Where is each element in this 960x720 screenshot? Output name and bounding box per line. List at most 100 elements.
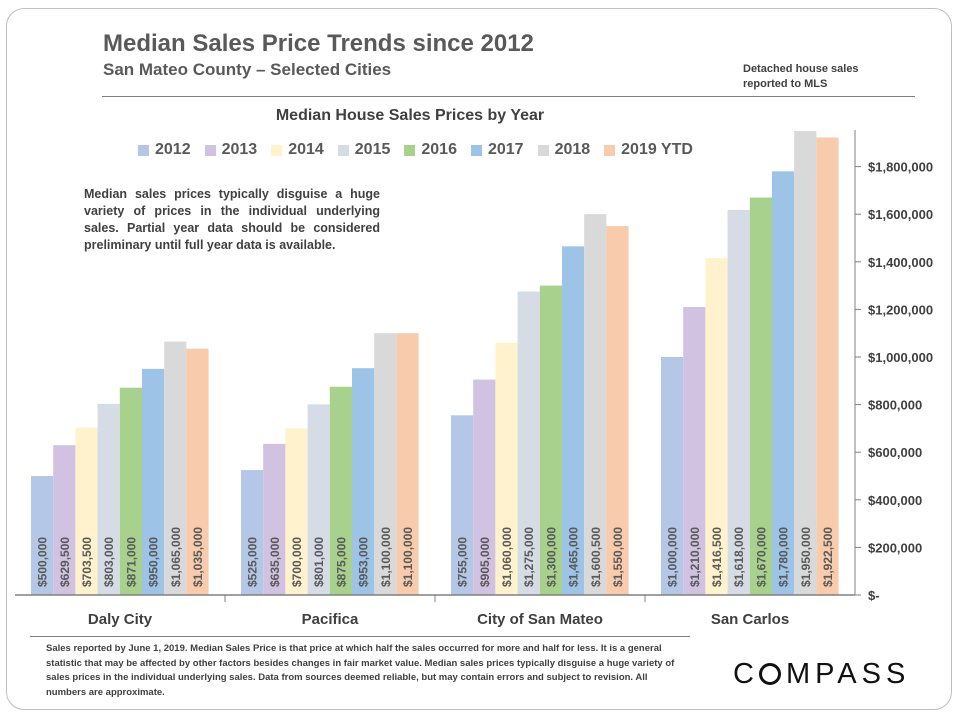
legend-label: 2017	[487, 141, 524, 158]
legend-swatch	[470, 144, 482, 156]
legend-label: 2016	[421, 141, 457, 158]
category-label: City of San Mateo	[477, 611, 603, 628]
data-label: $1,550,000	[611, 527, 625, 587]
data-label: $950,000	[147, 537, 161, 587]
legend-item: 2017	[470, 141, 524, 159]
data-label: $1,670,000	[754, 527, 768, 587]
legend-label: 2012	[155, 141, 191, 158]
category-label: San Carlos	[711, 611, 789, 628]
legend-swatch	[337, 144, 349, 156]
legend-swatch	[271, 144, 283, 156]
chart-title: Median House Sales Prices by Year	[275, 107, 545, 124]
bar	[142, 368, 165, 595]
data-label: $1,600,500	[589, 527, 603, 587]
data-label: $1,416,500	[710, 527, 724, 587]
data-label: $871,000	[124, 537, 138, 587]
compass-logo: C MPASS	[733, 658, 911, 690]
bar	[352, 368, 375, 595]
y-tick-label: $1,400,000	[868, 255, 933, 270]
data-label: $1,618,000	[732, 527, 746, 587]
legend-swatch	[604, 144, 616, 156]
y-tick-label: $800,000	[868, 398, 922, 413]
footer-divider	[30, 636, 690, 637]
page-title: Median Sales Price Trends since 2012	[103, 30, 534, 57]
legend-item: 2019 YTD	[604, 141, 693, 159]
category-label: Pacifica	[302, 611, 359, 628]
bar	[517, 291, 540, 595]
data-label: $1,275,000	[522, 527, 536, 587]
bar	[75, 427, 98, 595]
data-label: $525,000	[246, 537, 260, 587]
data-label: $875,000	[334, 537, 348, 587]
data-label: $1,465,000	[567, 527, 581, 587]
legend-swatch	[537, 144, 549, 156]
bar	[285, 428, 308, 595]
data-label: $1,950,000	[799, 527, 813, 587]
bar	[186, 348, 209, 595]
data-label: $953,000	[357, 537, 371, 587]
footer-disclaimer: Sales reported by June 1, 2019. Median S…	[46, 643, 675, 698]
bar	[164, 341, 187, 595]
bar	[263, 443, 286, 595]
data-label: $1,065,000	[169, 527, 183, 587]
bar	[661, 357, 684, 595]
legend-item: 2018	[537, 141, 590, 159]
bar	[705, 257, 728, 595]
y-tick-label: $-	[868, 588, 880, 603]
data-label: $1,100,000	[401, 527, 415, 587]
bar	[241, 470, 264, 595]
data-label: $1,210,000	[688, 527, 702, 587]
data-label: $1,300,000	[544, 527, 558, 587]
page-subtitle: San Mateo County – Selected Cities	[103, 60, 392, 79]
bar	[772, 171, 795, 596]
y-tick-label: $1,200,000	[868, 302, 933, 317]
bar	[451, 415, 474, 595]
bar	[749, 197, 772, 596]
bar	[31, 476, 54, 595]
y-tick-label: $400,000	[868, 493, 922, 508]
legend-swatch	[404, 144, 416, 156]
bar	[119, 387, 142, 595]
category-label: Daly City	[88, 611, 153, 628]
y-tick-label: $1,000,000	[868, 350, 933, 365]
data-label: $1,060,000	[500, 527, 514, 587]
legend-item: 2016	[404, 141, 457, 159]
bar	[794, 130, 817, 595]
source-note: Detached house sales reported to MLS	[743, 63, 859, 90]
legend-item: 2014	[271, 141, 324, 159]
data-label: $755,000	[456, 537, 470, 587]
legend-swatch	[204, 144, 216, 156]
bar	[606, 226, 629, 595]
data-label: $803,000	[102, 537, 116, 587]
slide-frame	[6, 8, 952, 710]
data-label: $905,000	[478, 537, 492, 587]
bar	[374, 333, 397, 595]
data-label: $1,780,000	[777, 527, 791, 587]
data-label: $1,000,000	[666, 527, 680, 587]
bar	[727, 209, 750, 595]
y-tick-label: $200,000	[868, 540, 922, 555]
bar	[97, 403, 120, 595]
legend-item: 2013	[204, 141, 257, 159]
data-label: $1,035,000	[191, 527, 205, 587]
legend-label: 2014	[288, 141, 324, 158]
data-label: $635,000	[268, 537, 282, 587]
data-label: $801,000	[312, 537, 326, 587]
bar	[53, 445, 76, 595]
data-label: $1,100,000	[379, 527, 393, 587]
legend-label: 2019 YTD	[621, 141, 693, 158]
bar	[683, 307, 706, 595]
data-label: $703,500	[80, 537, 94, 587]
legend-label: 2015	[354, 141, 391, 158]
bar	[307, 404, 330, 595]
y-tick-label: $1,800,000	[868, 160, 933, 175]
legend-item: 2012	[138, 141, 191, 159]
legend-item: 2015	[337, 141, 391, 159]
data-label: $1,922,500	[821, 527, 835, 587]
y-tick-label: $1,600,000	[868, 207, 933, 222]
bar	[329, 386, 352, 595]
data-label: $629,500	[58, 537, 72, 587]
y-tick-label: $600,000	[868, 445, 922, 460]
bar	[562, 246, 585, 595]
